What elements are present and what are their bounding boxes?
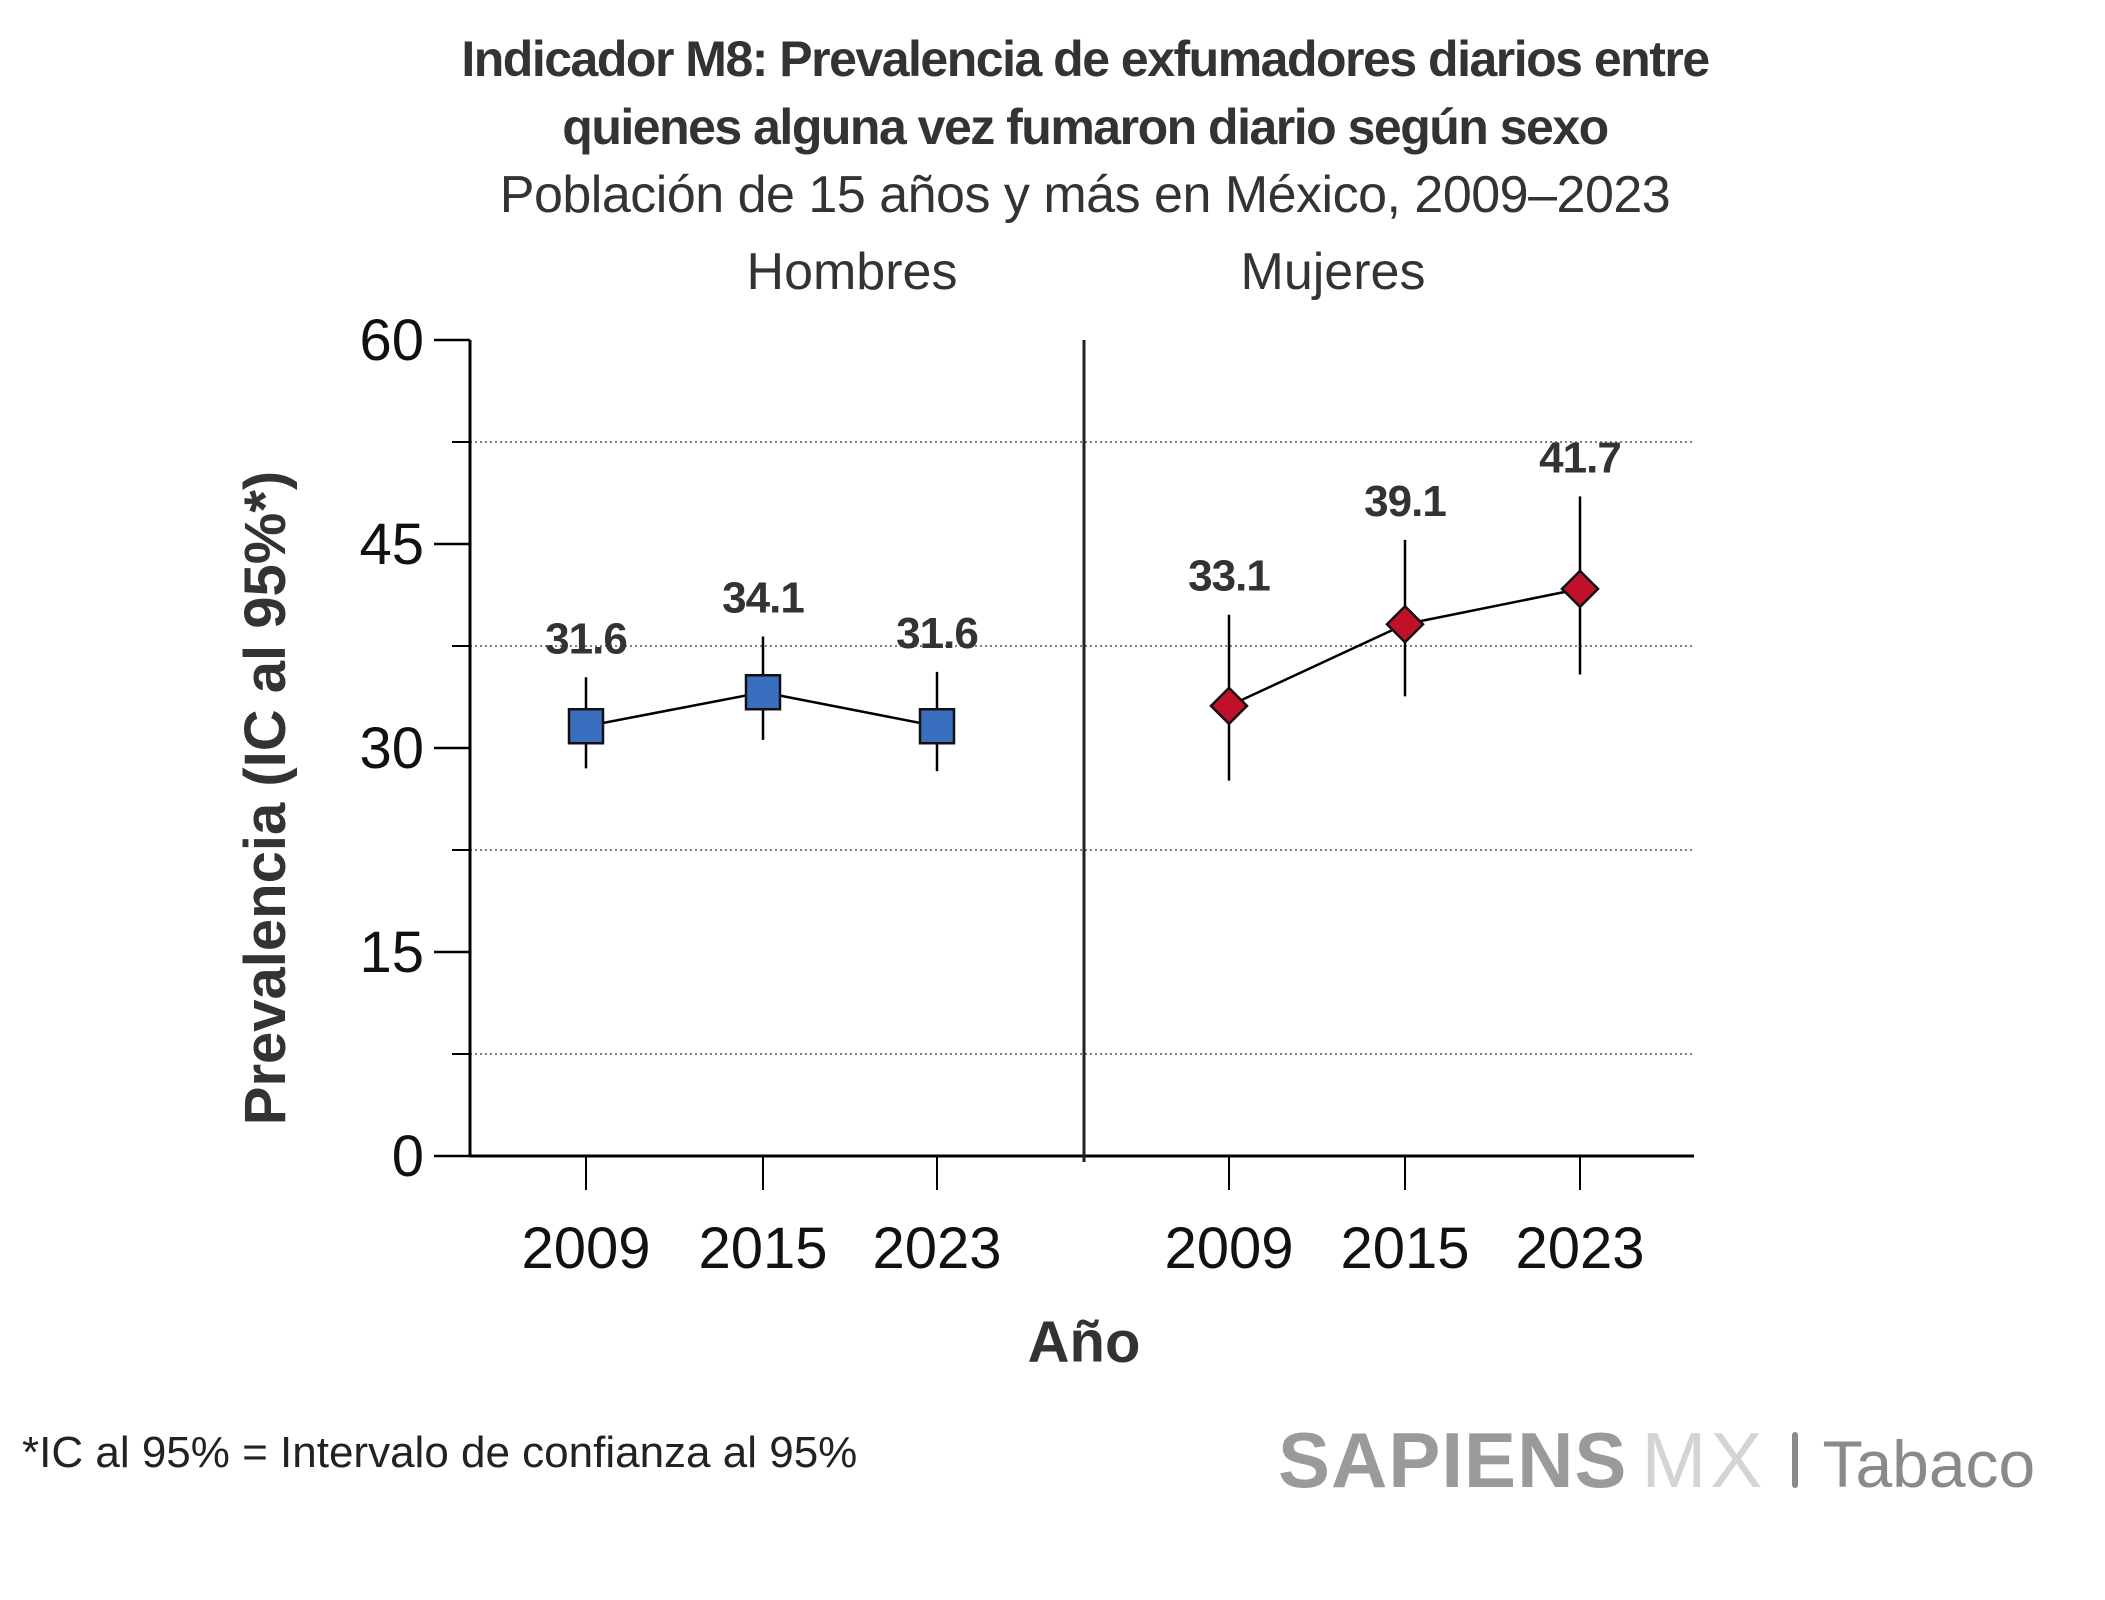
y-axis-label: Prevalencia (IC al 95%*) xyxy=(233,471,298,1125)
sapiens-logo: SAPIENS MX Tabaco xyxy=(1278,1415,2035,1505)
chart-title-line-1: Indicador M8: Prevalencia de exfumadores… xyxy=(461,31,1710,87)
data-point-square xyxy=(567,707,605,745)
x-tick-label: 2023 xyxy=(872,1216,1001,1281)
panel-label-mujeres: Mujeres xyxy=(1240,243,1426,301)
data-point-diamond xyxy=(1385,604,1425,645)
y-tick-label: 45 xyxy=(359,512,424,577)
x-tick-label: 2023 xyxy=(1515,1216,1644,1281)
x-tick-label: 2015 xyxy=(1340,1216,1469,1281)
logo-section: Tabaco xyxy=(1822,1427,2036,1501)
y-tick-label: 0 xyxy=(392,1124,424,1189)
y-tick-label: 60 xyxy=(359,308,424,373)
data-label: 34.1 xyxy=(722,573,804,622)
data-point-diamond xyxy=(1560,569,1600,609)
logo-separator xyxy=(1792,1432,1799,1489)
x-tick-label: 2009 xyxy=(1164,1216,1293,1281)
data-point-square xyxy=(744,673,782,711)
data-label: 31.6 xyxy=(896,609,978,658)
logo-brand: SAPIENS xyxy=(1278,1416,1628,1504)
x-tick-label: 2009 xyxy=(521,1216,650,1281)
data-label: 31.6 xyxy=(545,614,627,663)
chart-subtitle: Población de 15 años y más en México, 20… xyxy=(499,166,1671,224)
x-axis-label: Año xyxy=(1028,1310,1141,1375)
data-point-square xyxy=(918,707,956,745)
chart-title-line-2: quienes alguna vez fumaron diario según … xyxy=(562,99,1609,155)
data-label: 41.7 xyxy=(1539,433,1621,482)
logo-brand-suffix: MX xyxy=(1641,1416,1767,1504)
footnote: *IC al 95% = Intervalo de confianza al 9… xyxy=(22,1428,858,1477)
x-tick-label: 2015 xyxy=(698,1216,827,1281)
panel-label-hombres: Hombres xyxy=(746,243,958,301)
y-tick-label: 15 xyxy=(359,920,424,985)
data-point-diamond xyxy=(1209,686,1249,726)
data-label: 33.1 xyxy=(1188,552,1270,601)
y-tick-label: 30 xyxy=(359,716,424,781)
data-label: 39.1 xyxy=(1364,477,1446,526)
